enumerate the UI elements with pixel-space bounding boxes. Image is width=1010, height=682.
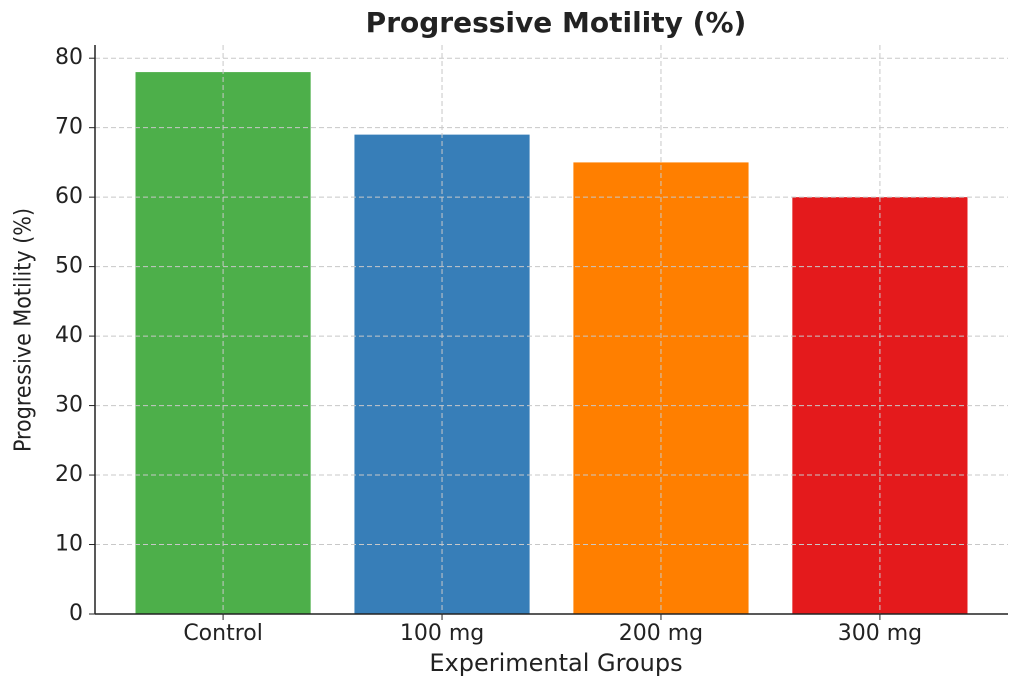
x-tick-label: Control xyxy=(183,621,263,646)
x-tick-label: 200 mg xyxy=(619,621,703,646)
y-tick-label: 20 xyxy=(55,462,83,487)
y-axis-label: Progressive Motility (%) xyxy=(11,208,37,452)
y-tick-label: 80 xyxy=(55,45,83,70)
y-tick-label: 50 xyxy=(55,254,83,279)
x-tick-label: 300 mg xyxy=(838,621,922,646)
chart-title: Progressive Motility (%) xyxy=(366,6,747,39)
x-tick-label: 100 mg xyxy=(400,621,484,646)
x-axis-label: Experimental Groups xyxy=(429,649,682,677)
y-tick-label: 10 xyxy=(55,532,83,557)
y-tick-label: 0 xyxy=(69,601,83,626)
y-tick-label: 60 xyxy=(55,184,83,209)
y-tick-label: 40 xyxy=(55,323,83,348)
y-tick-label: 70 xyxy=(55,115,83,140)
y-tick-label: 30 xyxy=(55,393,83,418)
